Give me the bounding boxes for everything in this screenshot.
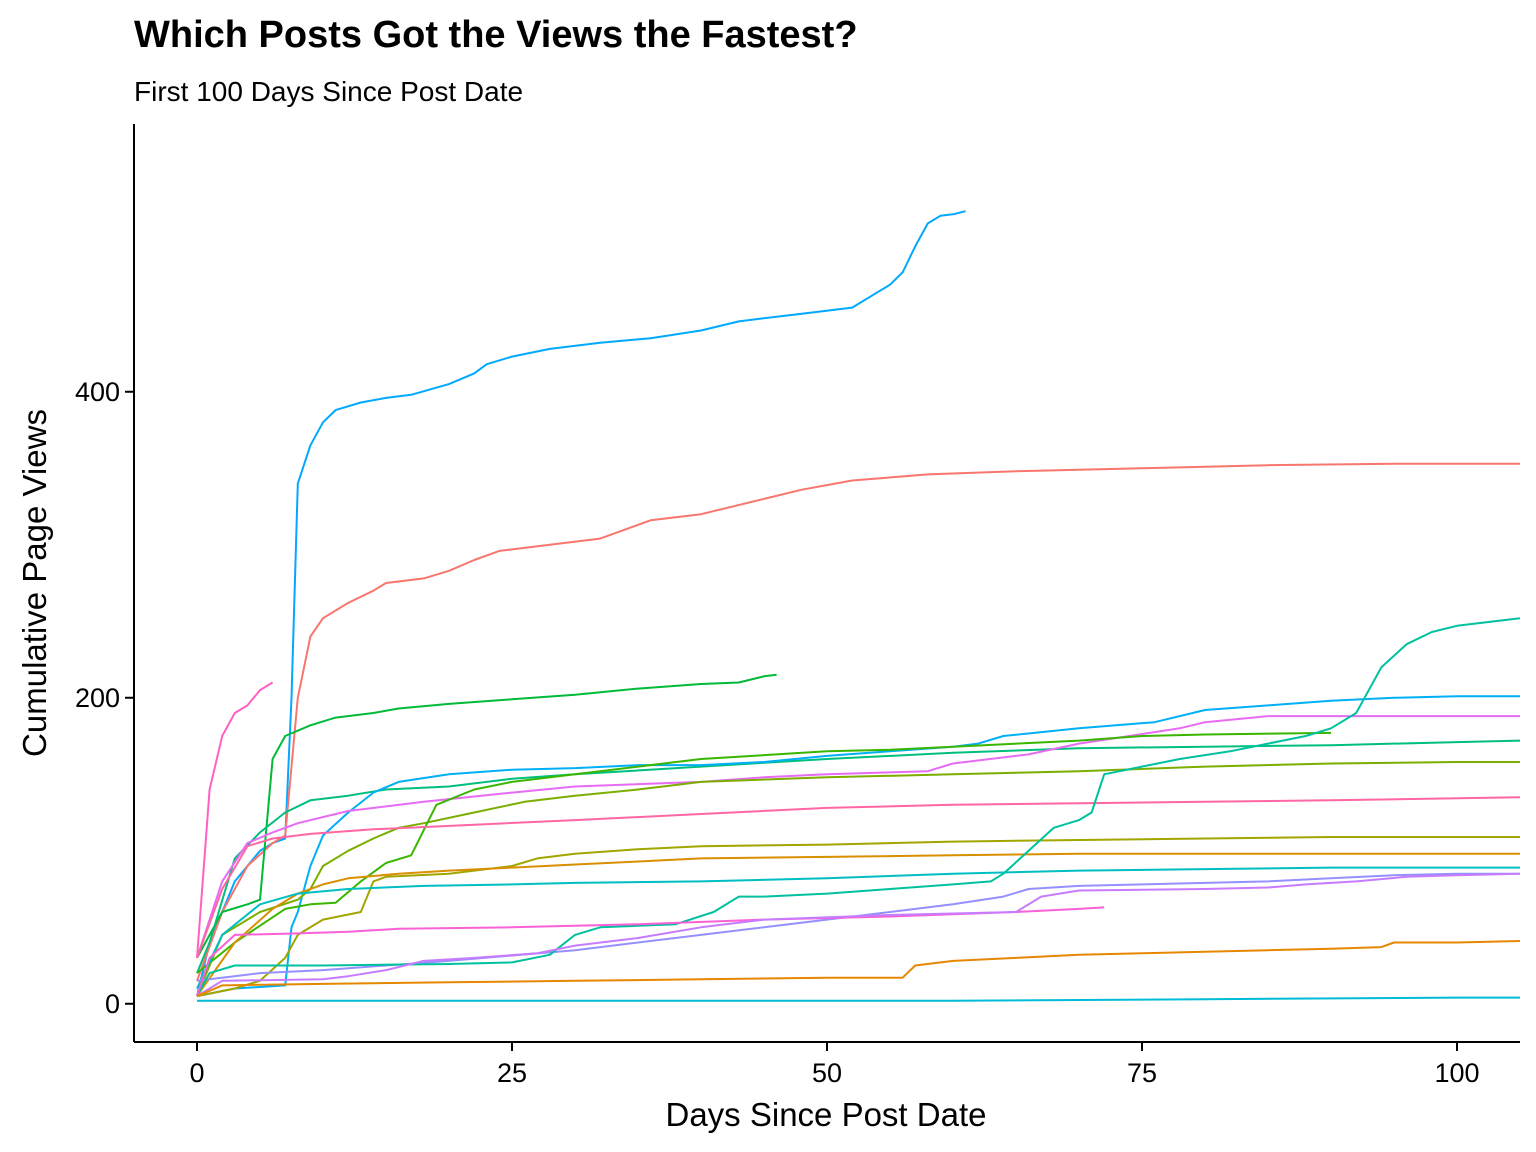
series-line-13 [196,866,1520,989]
series-line-15 [196,617,1521,997]
x-tick-label: 75 [1127,1058,1157,1088]
series-line-14 [196,872,1520,982]
x-tick-label: 100 [1434,1058,1479,1088]
series-line-11 [196,836,1520,998]
series-line-5 [196,739,1521,974]
x-axis-title: Days Since Post Date [666,1096,987,1133]
chart-title: Which Posts Got the Views the Fastest? [134,14,858,56]
y-tick-label: 200 [75,683,120,713]
series-line-12 [196,852,1520,997]
series-line-6 [196,695,1520,998]
series-line-1 [196,210,966,997]
x-tick-label: 50 [812,1058,842,1088]
series-line-8 [196,761,1520,997]
series-line-10 [196,796,1521,959]
y-tick-label: 0 [105,989,120,1019]
x-tick-label: 25 [497,1058,527,1088]
series-line-18 [196,940,1521,998]
x-tick-label: 0 [189,1058,204,1088]
series-line-9 [196,731,1332,974]
series-line-7 [196,715,1520,959]
series-line-19 [197,996,1520,1002]
series-line-3 [196,673,777,959]
series-lines [196,210,1521,1002]
series-line-4 [196,681,274,958]
y-axis-title: Cumulative Page Views [16,409,53,757]
series-line-17 [196,872,1521,997]
y-tick-label: 400 [75,377,120,407]
chart-subtitle: First 100 Days Since Post Date [134,76,524,107]
axis-ticks: 0 25 50 75 100 0 200 400 [75,377,1480,1088]
series-line-2 [196,462,1520,982]
